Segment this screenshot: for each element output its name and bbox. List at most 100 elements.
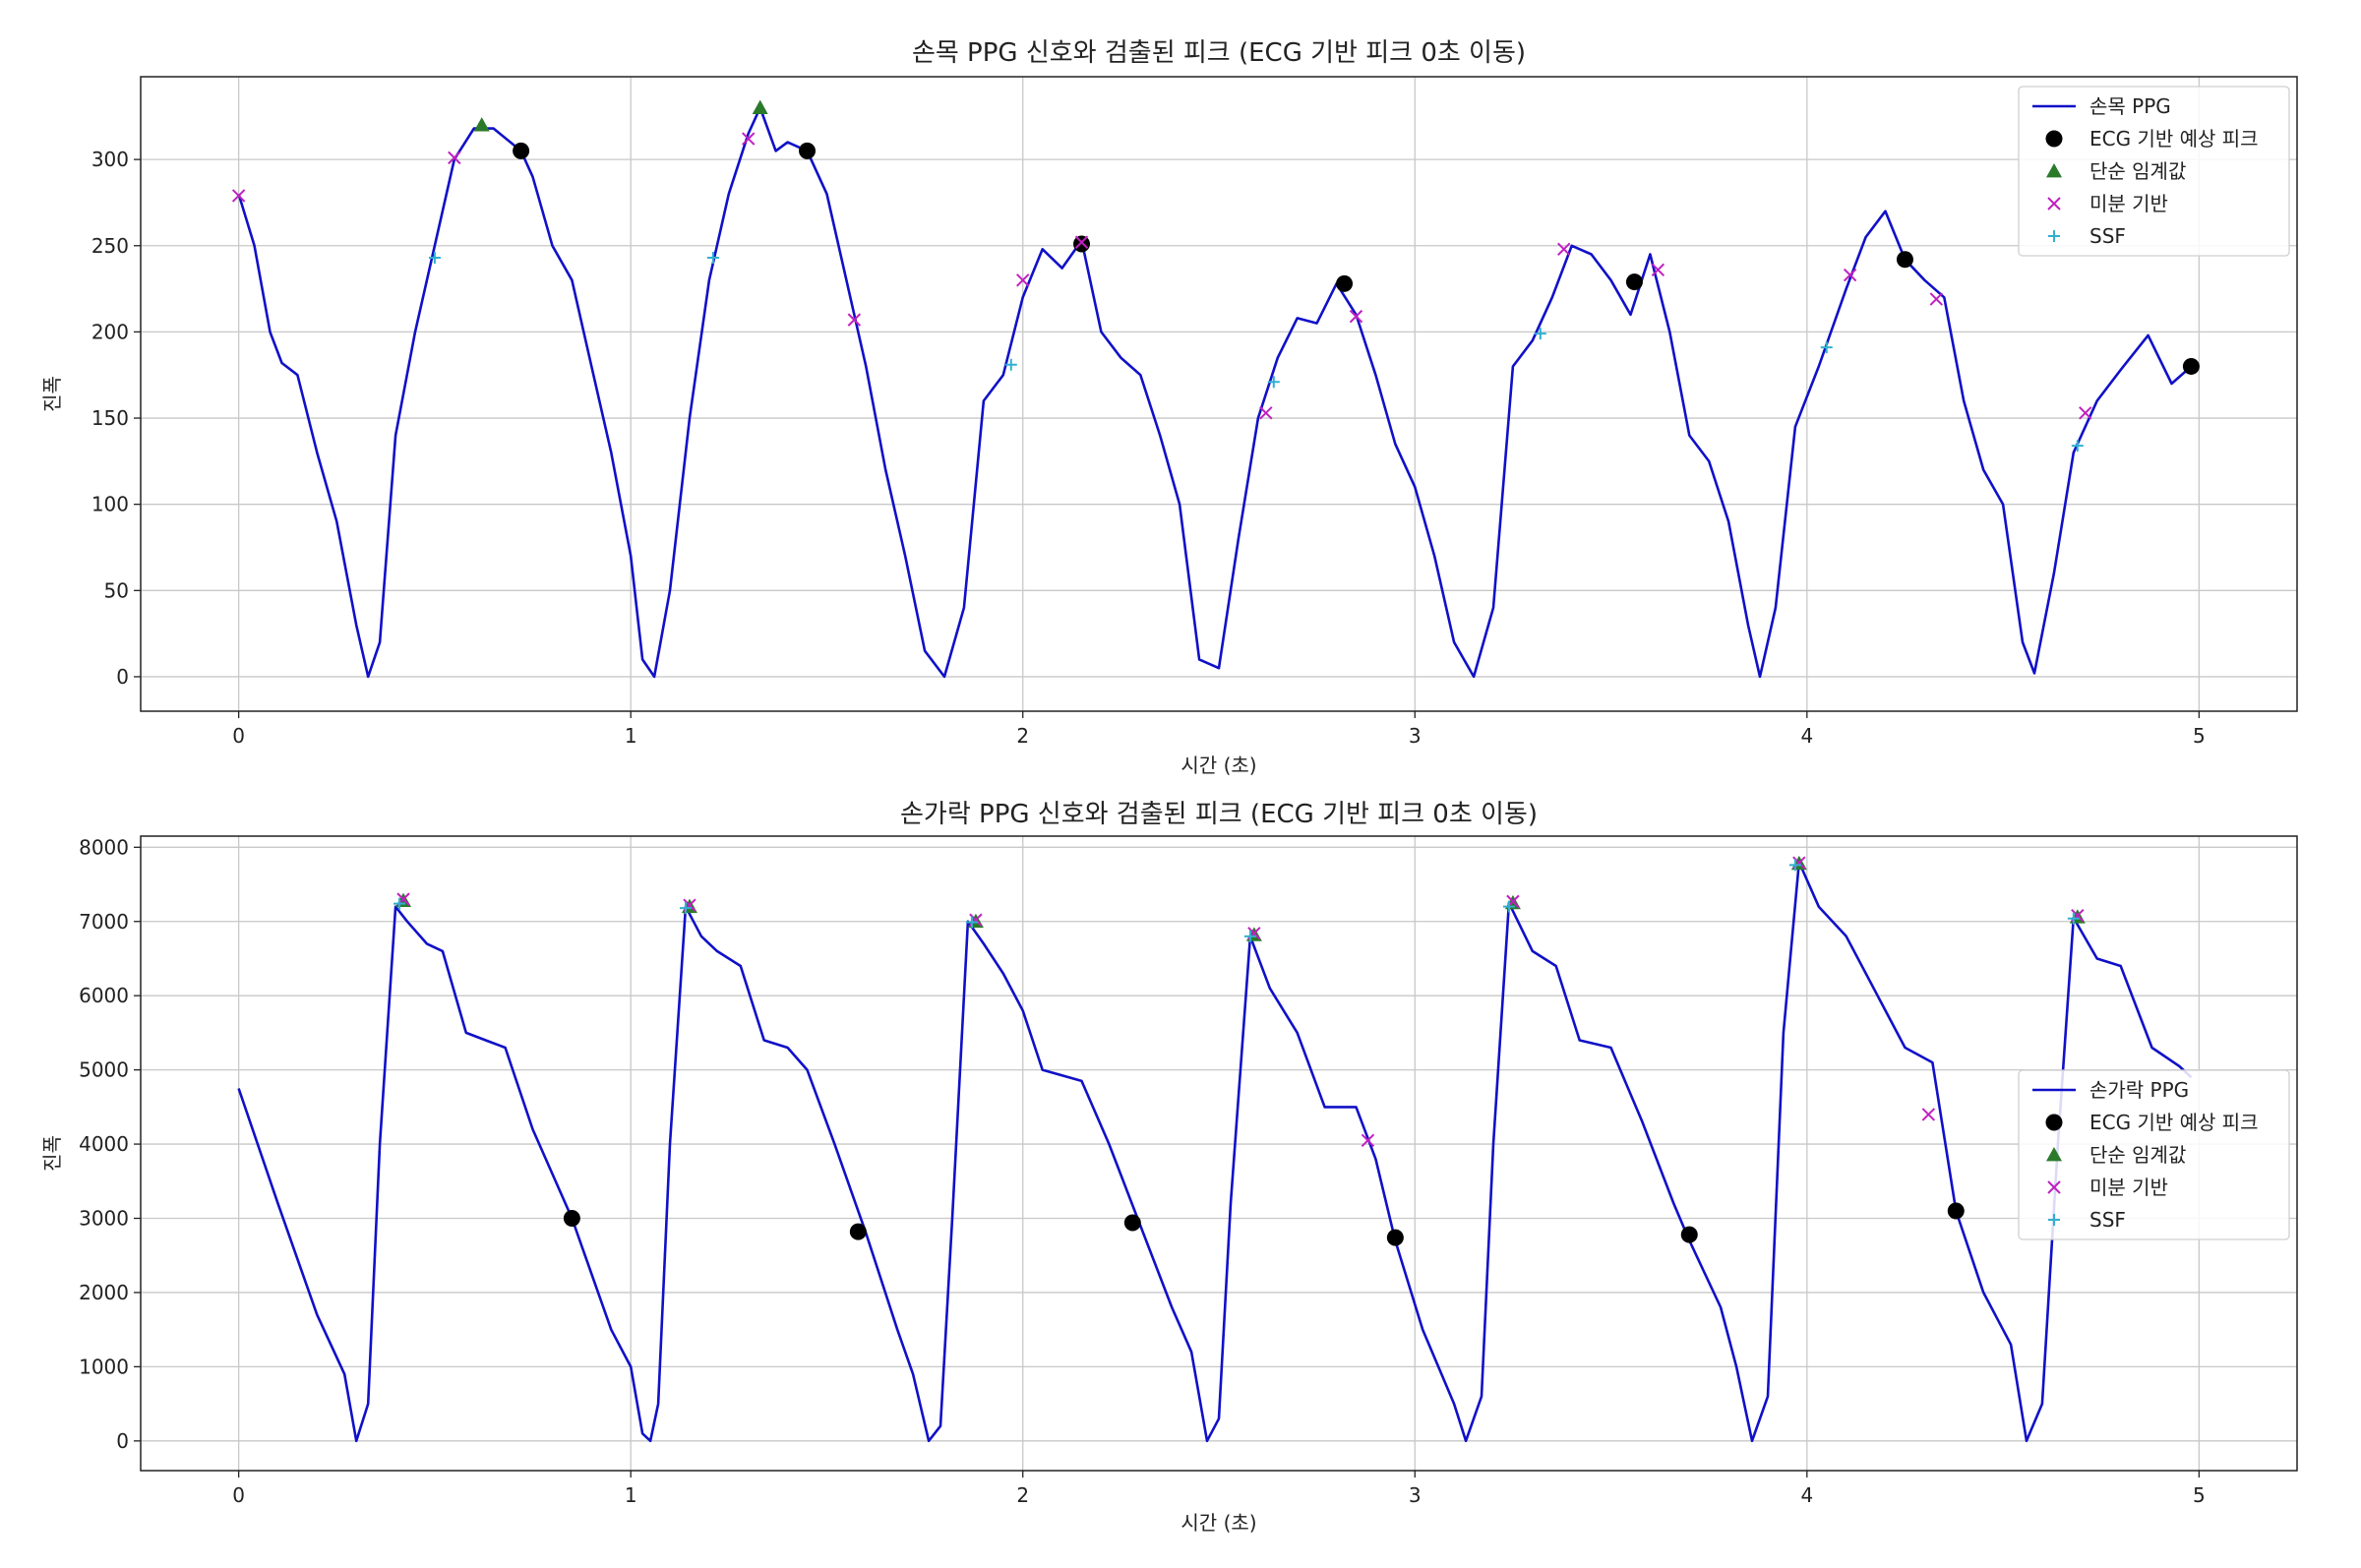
marker-ecg <box>1947 1202 1965 1220</box>
y-tick-label: 200 <box>91 320 129 343</box>
x-tick-label: 2 <box>1016 1483 1029 1507</box>
marker-ecg <box>513 142 530 159</box>
y-tick-label: 100 <box>91 493 129 516</box>
legend-marker-swatch <box>2046 1147 2062 1162</box>
legend-label: ECG 기반 예상 피크 <box>2089 127 2259 151</box>
marker-ssf <box>1502 900 1515 913</box>
marker-series-derivative <box>231 132 2092 420</box>
y-tick-label: 4000 <box>79 1132 129 1156</box>
legend-marker-swatch <box>2048 1214 2060 1226</box>
marker-threshold <box>752 99 768 114</box>
marker-derivative <box>847 313 862 327</box>
legend-label: 손목 PPG <box>2089 94 2171 118</box>
marker-ssf <box>679 902 692 915</box>
legend-marker-swatch <box>2047 1180 2061 1194</box>
marker-derivative <box>1843 268 1857 282</box>
marker-derivative <box>2079 406 2092 420</box>
y-tick-label: 7000 <box>79 910 129 934</box>
y-tick-label: 50 <box>104 578 129 602</box>
marker-ecg <box>1336 274 1354 292</box>
legend-marker-swatch <box>2045 130 2063 148</box>
marker-ecg <box>1625 273 1643 291</box>
marker-ecg <box>1896 251 1913 269</box>
series-line-ppg <box>237 861 2193 1443</box>
marker-ssf <box>1004 358 1017 371</box>
series-line-ppg <box>237 106 2193 679</box>
marker-ssf <box>1267 376 1280 389</box>
legend-label: SSF <box>2089 224 2126 248</box>
marker-series-threshold <box>395 855 2086 941</box>
marker-series-ssf <box>394 859 2080 942</box>
y-tick-label: 8000 <box>79 835 129 859</box>
legend-label: 손가락 PPG <box>2089 1078 2189 1102</box>
y-axis-label: 진폭 <box>40 1135 64 1172</box>
legend-marker-swatch <box>2045 1114 2063 1131</box>
marker-derivative <box>1929 292 1944 306</box>
marker-series-ssf <box>428 252 2084 452</box>
marker-derivative <box>1921 1108 1936 1121</box>
y-axis-label: 진폭 <box>40 376 64 412</box>
marker-derivative <box>1349 309 1363 324</box>
x-tick-label: 5 <box>2193 724 2206 748</box>
marker-derivative <box>1259 406 1273 420</box>
marker-threshold <box>473 117 490 132</box>
marker-ecg <box>799 142 817 159</box>
marker-derivative <box>1651 263 1665 277</box>
y-tick-label: 1000 <box>79 1355 129 1378</box>
marker-ssf <box>706 252 719 265</box>
legend-box <box>2018 1069 2290 1240</box>
y-tick-label: 150 <box>91 406 129 430</box>
x-tick-label: 4 <box>1800 724 1813 748</box>
marker-derivative <box>1557 242 1571 256</box>
marker-series-ecg <box>563 1202 1965 1246</box>
legend-label: 단순 임계값 <box>2089 159 2186 183</box>
y-tick-label: 0 <box>116 1429 129 1453</box>
x-tick-label: 4 <box>1800 1483 1813 1507</box>
marker-ecg <box>563 1210 580 1228</box>
marker-derivative <box>742 132 756 146</box>
x-tick-label: 1 <box>625 724 637 748</box>
x-tick-label: 2 <box>1016 724 1029 748</box>
legend-marker-swatch <box>2048 230 2060 242</box>
marker-ssf <box>1534 328 1546 340</box>
plot-frame <box>140 76 2298 712</box>
y-tick-label: 300 <box>91 148 129 171</box>
x-tick-label: 3 <box>1409 1483 1422 1507</box>
marker-ssf <box>394 897 406 910</box>
marker-ecg <box>2182 357 2200 375</box>
chart-title: 손목 PPG 신호와 검출된 피크 (ECG 기반 피크 0초 이동) <box>912 38 1526 68</box>
x-axis-label: 시간 (초) <box>1180 754 1256 777</box>
y-tick-label: 6000 <box>79 984 129 1007</box>
marker-ecg <box>849 1223 867 1240</box>
chart-panel-2: 0 1 2 3 4 5 0 1000 2000 3000 4000 5000 6000 7000 8000 손… <box>40 800 2298 1535</box>
marker-derivative <box>448 151 461 165</box>
marker-derivative <box>1074 235 1089 249</box>
plot-frame <box>140 835 2298 1472</box>
legend-label: SSF <box>2089 1208 2126 1232</box>
marker-series-threshold <box>473 99 768 132</box>
marker-ssf <box>965 916 978 929</box>
marker-ecg <box>1073 235 1091 253</box>
marker-derivative <box>1361 1133 1375 1148</box>
legend-marker-swatch <box>2047 197 2061 211</box>
chart-title: 손가락 PPG 신호와 검출된 피크 (ECG 기반 피크 0초 이동) <box>900 800 1538 829</box>
legend-marker-swatch <box>2046 163 2062 178</box>
legend-label: 미분 기반 <box>2089 192 2168 215</box>
marker-series-derivative <box>396 856 2085 1148</box>
x-axis-label: 시간 (초) <box>1180 1511 1256 1535</box>
legend-box <box>2018 86 2290 257</box>
marker-ssf <box>428 252 441 265</box>
legend-label: 단순 임계값 <box>2089 1143 2186 1167</box>
legend-label: 미분 기반 <box>2089 1176 2168 1199</box>
marker-ecg <box>1123 1214 1141 1232</box>
marker-ssf <box>2071 440 2084 452</box>
legend-label: ECG 기반 예상 피크 <box>2089 1111 2259 1134</box>
marker-derivative <box>231 189 246 203</box>
y-tick-label: 3000 <box>79 1207 129 1231</box>
marker-ecg <box>1386 1229 1404 1246</box>
y-tick-label: 2000 <box>79 1281 129 1304</box>
